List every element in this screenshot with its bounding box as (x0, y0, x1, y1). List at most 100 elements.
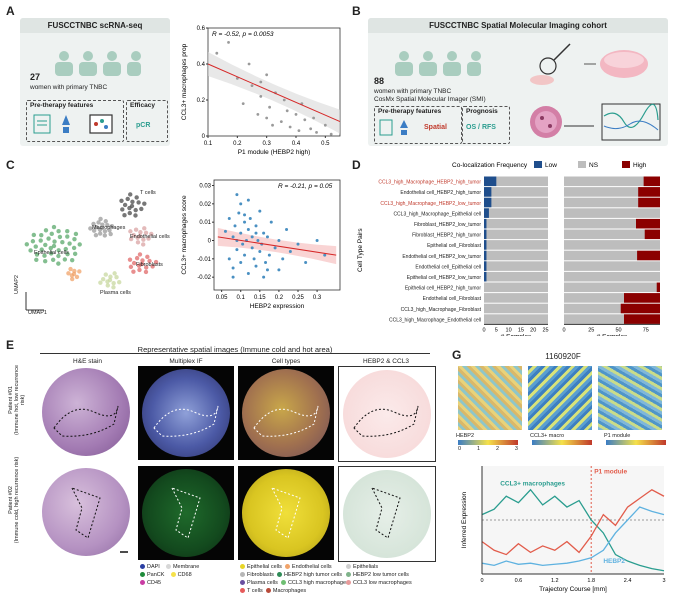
bar-left-low-1 (484, 187, 492, 197)
umap-point-tcell-70 (119, 198, 124, 204)
scatter-point-4 (250, 84, 254, 87)
legend-ct-2: Fibroblasts (247, 572, 274, 578)
x-tick-label-5: 0.3 (313, 295, 322, 301)
legend-ct-0: Epithelial cells (247, 564, 282, 570)
legend-ct: Epithelial cells Endothelial cells Fibro… (240, 563, 349, 595)
umap-point-tcell-61 (133, 207, 138, 213)
scatter-point-33 (273, 246, 277, 250)
scatter-point-41 (323, 253, 327, 257)
umap-point-epithelial-6 (48, 251, 54, 256)
umap-point-macrophage-49 (91, 228, 97, 233)
umap-point-epithelial-38 (24, 242, 30, 247)
legend-swatch-1 (578, 161, 586, 168)
legend-hc-1: HEBP2 low tumor cells (353, 572, 409, 578)
bar-right-ns-3 (564, 208, 660, 218)
ct-dot-2 (240, 572, 245, 578)
umap-point-macrophage-56 (108, 231, 113, 237)
umap-point-epithelial-29 (72, 251, 78, 257)
umap-point-tcell-64 (127, 210, 132, 216)
cb-tick-0: 0 (458, 446, 462, 452)
category-label-5: Fibroblast_HEBP2_high_tumor (412, 233, 481, 239)
category-label-8: Endothelial cell_Epithelial cell (415, 264, 481, 270)
umap-point-tcell-69 (133, 213, 138, 218)
bar-right-high-10 (656, 282, 660, 293)
umap-label-epithelial: Epithelial cells (34, 250, 69, 256)
scatter-point-8 (265, 116, 269, 120)
bar-right-high-0 (643, 176, 660, 187)
legend-ct-6: T cells (247, 588, 263, 594)
scatter-point-32 (269, 220, 273, 224)
x-tick-label-1: 0.1 (237, 295, 246, 301)
umap-point-plasma-111 (103, 272, 108, 277)
scatter-point-11 (239, 202, 243, 206)
scatter-point-29 (264, 261, 268, 264)
legend-ct-5: CCL3 high macrophages (287, 580, 349, 586)
umap-point-tcell-65 (125, 196, 130, 202)
umap-point-epithelial-31 (65, 228, 70, 234)
spatial-label: Spatial (424, 124, 447, 131)
umap-point-other-120 (66, 271, 71, 276)
bar-right-ns-5 (564, 229, 660, 240)
scatter-point-45 (277, 268, 281, 272)
ct-dot-1 (284, 564, 290, 570)
umap-point-tcell-62 (122, 202, 128, 208)
x-tick-label-2: 0.3 (262, 141, 271, 147)
umap-point-epithelial-10 (57, 234, 63, 240)
umap-point-endothelial-81 (133, 227, 139, 232)
x-axis-label: HEBP2 expression (250, 303, 305, 310)
legend-hc-0: Epithelials (353, 564, 379, 570)
col-he: H&E stain (73, 358, 102, 365)
panel-b-count: 88 (374, 76, 385, 86)
category-label-6: Epithelial cell_Fibroblast (427, 243, 482, 249)
legend-label-0: Low (545, 162, 557, 169)
umap-point-epithelial-23 (56, 228, 61, 234)
y-tick-label-4: 0.02 (199, 202, 211, 208)
if-tile-2 (142, 469, 230, 557)
umap-point-fibroblast-95 (134, 255, 140, 261)
umap-point-tcell-72 (122, 212, 127, 218)
legend-membrane: Membrane (172, 564, 200, 570)
plot-bg (482, 466, 664, 574)
ct-tile-2 (242, 469, 330, 557)
legend-hc-2: CCL3 low macrophages (353, 580, 412, 586)
umap-point-endothelial-79 (143, 230, 149, 235)
umap-point-epithelial-11 (56, 253, 61, 259)
scatter-point-11 (279, 120, 283, 123)
osrfs-label: OS / RFS (466, 124, 496, 131)
ct-dot-6 (240, 588, 245, 594)
scatter-point-13 (243, 220, 247, 224)
bar-left-ns-3 (484, 208, 548, 218)
umap-point-other-122 (70, 276, 75, 282)
scatter-point-7 (265, 73, 269, 77)
umap-point-plasma-108 (100, 276, 106, 282)
panel-e-letter: E (6, 338, 15, 352)
cb-tick-1: 1 (476, 446, 481, 452)
scatter-point-5 (233, 224, 237, 228)
ct-tile-2-bg (238, 466, 334, 560)
scatter-point-31 (267, 253, 271, 257)
scatter-point-1 (227, 257, 231, 261)
umap-point-macrophage-54 (93, 233, 99, 238)
umap-point-endothelial-87 (149, 231, 154, 237)
umap-point-macrophage-53 (109, 223, 115, 229)
umap-point-epithelial-7 (46, 236, 51, 241)
row1-label: Patient #01 (Immune hot, low recurrence … (8, 360, 26, 440)
scatter-point-28 (262, 231, 266, 235)
umap-point-fibroblast-90 (140, 258, 145, 263)
efficacy-box (126, 100, 168, 142)
scatter-point-38 (296, 242, 300, 246)
scatter-point-0 (223, 229, 227, 233)
chart-g: 0 0.6 1.2 1.8 2.4 3 Trajectory Course [mm] Infe… (461, 466, 666, 593)
bar-left-low-9 (484, 271, 487, 282)
x-tick-left-3: 15 (518, 327, 524, 333)
scatter-point-0 (215, 51, 219, 55)
legend-ct-7: Macrophages (272, 588, 307, 594)
chart-d: Co-localization Frequency Low NS High CCL3_h… (357, 161, 660, 336)
scatter-point-14 (243, 253, 247, 257)
umap1-label: UMAP1 (28, 310, 47, 316)
bar-left-ns-8 (484, 261, 548, 271)
umap-point-epithelial-24 (62, 257, 68, 262)
umap-label-tcells: T cells (140, 190, 156, 196)
panel-a-letter: A (6, 4, 15, 18)
scatter-point-10 (239, 231, 243, 235)
